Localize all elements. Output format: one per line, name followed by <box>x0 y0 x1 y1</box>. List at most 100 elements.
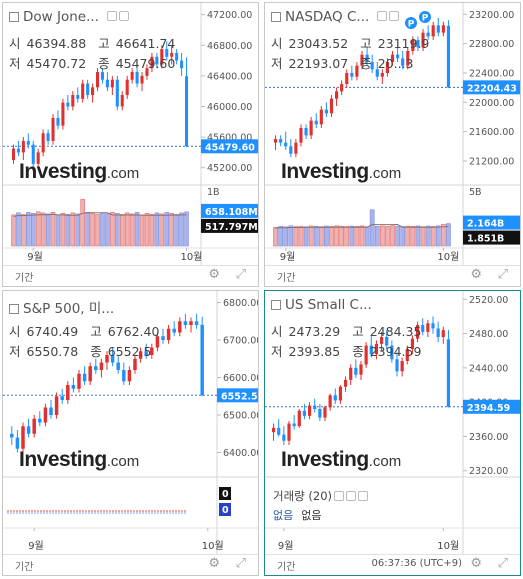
close-small-icon[interactable] <box>389 11 400 21</box>
volume-bar <box>80 199 85 247</box>
settings-small-icon[interactable] <box>377 11 388 21</box>
volume-label-bg <box>463 215 520 230</box>
candle-body <box>130 72 134 80</box>
chart-tools[interactable] <box>105 9 129 25</box>
chart-nasdaq[interactable]: 23200.00 22800.00 22400.00 22000.00 21600.00… <box>265 3 521 287</box>
volume-bar <box>303 226 309 247</box>
candle-body <box>287 423 291 441</box>
collapse-icon[interactable] <box>271 300 281 310</box>
volume-tools[interactable] <box>332 489 369 503</box>
gear-icon[interactable]: ⚙ <box>470 556 482 571</box>
volume-bar <box>11 214 16 247</box>
candle-body <box>76 95 80 99</box>
time-tick-label: 10월 <box>181 251 203 263</box>
pattern-badge-icon <box>405 17 417 29</box>
volume-bar <box>75 213 81 247</box>
candle-body <box>116 362 120 370</box>
price-tick-label: 6700.00 <box>223 336 259 347</box>
volume-bar <box>60 213 66 247</box>
volume-bar <box>369 209 375 247</box>
volume-bar <box>324 225 329 247</box>
candle-body <box>86 83 90 95</box>
gear-icon[interactable]: ⚙ <box>470 267 482 282</box>
candle-body <box>338 386 343 401</box>
candle-body <box>431 25 435 37</box>
candle-body <box>105 79 109 88</box>
candle-body <box>294 142 298 154</box>
price-tick-label: 6500.00 <box>223 411 259 422</box>
chart-tools[interactable] <box>375 9 400 25</box>
candle-body <box>400 361 404 372</box>
settings-small-icon[interactable] <box>106 11 117 21</box>
volume-bar <box>154 212 160 247</box>
price-tick-label: 6400.00 <box>223 448 259 459</box>
settings-small-icon[interactable] <box>346 491 357 501</box>
expand-icon[interactable]: ⤢ <box>235 267 246 282</box>
volume-bar <box>308 225 314 247</box>
candle-body <box>302 410 307 416</box>
settings-small-icon[interactable] <box>334 491 345 501</box>
volume-bar <box>55 214 61 247</box>
volume-bar <box>318 226 324 247</box>
candle-body <box>390 345 394 360</box>
collapse-icon[interactable] <box>9 304 19 314</box>
chart-panel-nasdaq[interactable]: 23200.00 22800.00 22400.00 22000.00 21600.00… <box>264 2 521 287</box>
volume-bar <box>21 214 26 247</box>
period-label[interactable]: 기간 <box>15 273 34 284</box>
chart-title: US Small C... <box>271 297 372 313</box>
volume-ma-label: 517.797M <box>205 222 258 233</box>
chart-panel-sp500[interactable]: 6800.00 6700.00 6600.00 6500.00 6400.00 6552.… <box>2 290 259 576</box>
candle-body <box>421 32 425 48</box>
candle-body <box>189 321 193 325</box>
price-tick-label: 2440.00 <box>469 363 508 374</box>
candle-body <box>324 109 328 114</box>
candle-body <box>15 437 20 449</box>
ohlc-row-2: 저 45470.72 종 45479.60 <box>9 56 176 71</box>
price-tick-label: 47200.00 <box>207 10 252 21</box>
chart-title-text: NASDAQ C... <box>285 9 370 25</box>
chart-russell[interactable]: 2520.002480.002440.002400.002360.002320.… <box>265 291 521 576</box>
candle-body <box>61 102 65 126</box>
period-label[interactable]: 기간 <box>15 562 34 573</box>
candle-body <box>94 366 98 370</box>
chart-sp500[interactable]: 6800.00 6700.00 6600.00 6500.00 6400.00 6552.… <box>3 291 259 576</box>
volume-bar <box>134 212 140 247</box>
candle-body <box>144 351 148 355</box>
time-tick-label: 9월 <box>28 540 44 552</box>
volume-bar <box>288 225 294 247</box>
volume-bar <box>45 213 51 247</box>
chart-panel-dow[interactable]: 47200.00 46800.00 46400.00 46000.00 45600.00… <box>2 2 259 287</box>
volume-bar <box>26 212 31 247</box>
close-small-icon[interactable] <box>358 491 369 501</box>
price-tick-label: 22800.00 <box>469 39 514 50</box>
candle-body <box>95 72 100 88</box>
expand-icon[interactable]: ⤢ <box>497 267 508 282</box>
volume-bar <box>124 212 130 247</box>
candle-body <box>415 325 420 339</box>
expand-icon[interactable]: ⤢ <box>235 556 246 571</box>
volume-bar <box>65 214 71 247</box>
volume-ma-line <box>13 212 187 217</box>
candle-body <box>379 337 384 344</box>
period-label[interactable]: 기간 <box>277 562 296 573</box>
price-tick-label: 46800.00 <box>207 41 252 52</box>
ohlc-row-2: 저 22193.07 종 20...3 <box>271 56 414 71</box>
candle-body <box>150 347 154 355</box>
close-small-icon[interactable] <box>118 11 129 21</box>
volume-bar <box>174 214 179 247</box>
collapse-icon[interactable] <box>271 12 281 22</box>
candle-body <box>135 72 139 84</box>
gear-icon[interactable]: ⚙ <box>208 556 220 571</box>
chart-panel-russell[interactable]: 2520.002480.002440.002400.002360.002320.… <box>264 290 521 576</box>
time-tick-label: 10월 <box>437 251 459 263</box>
period-label[interactable]: 기간 <box>277 273 296 284</box>
expand-icon[interactable]: ⤢ <box>497 556 508 571</box>
candle-body <box>125 79 129 95</box>
candle-body <box>165 49 169 57</box>
gear-icon[interactable]: ⚙ <box>208 267 220 282</box>
chart-dow[interactable]: 47200.00 46800.00 46400.00 46000.00 45600.00… <box>3 3 259 287</box>
volume-bar <box>70 212 76 247</box>
collapse-icon[interactable] <box>9 12 19 22</box>
candle-body <box>273 139 278 143</box>
volume-bar <box>364 226 370 247</box>
